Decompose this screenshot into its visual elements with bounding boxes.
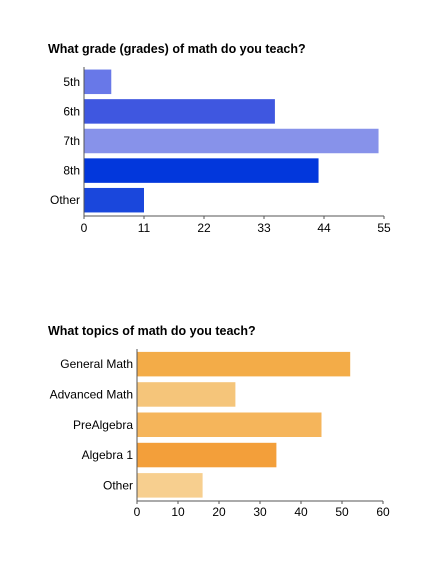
bar (137, 351, 351, 377)
category-label: Other (103, 478, 133, 492)
x-tick-label: 55 (377, 221, 391, 235)
category-label: Advanced Math (50, 387, 133, 401)
bar (84, 187, 144, 213)
bar (137, 473, 203, 498)
bar (137, 442, 277, 468)
bar (84, 158, 319, 183)
category-label: PreAlgebra (73, 418, 133, 432)
x-tick-label: 33 (257, 221, 271, 235)
x-tick-label: 50 (335, 505, 349, 519)
bar (137, 382, 236, 407)
x-tick-label: 40 (294, 505, 308, 519)
bar (84, 128, 379, 154)
chart-title: What topics of math do you teach? (48, 324, 256, 338)
bar (84, 69, 112, 95)
x-tick-label: 11 (138, 221, 151, 235)
x-tick-label: 0 (81, 221, 88, 235)
x-tick-label: 0 (134, 505, 141, 519)
category-label: Algebra 1 (82, 448, 134, 462)
x-tick-label: 22 (197, 221, 211, 235)
chart-grades: What grade (grades) of math do you teach… (0, 0, 426, 260)
x-tick-label: 60 (376, 505, 390, 519)
category-label: 6th (63, 104, 80, 118)
category-label: 8th (63, 164, 80, 178)
category-label: General Math (60, 357, 133, 371)
x-tick-label: 20 (212, 505, 226, 519)
bar (84, 99, 275, 124)
x-tick-label: 10 (171, 505, 185, 519)
bar (137, 412, 322, 437)
chart-title: What grade (grades) of math do you teach… (48, 42, 306, 56)
x-tick-label: 44 (317, 221, 331, 235)
category-label: Other (50, 193, 80, 207)
category-label: 5th (63, 75, 80, 89)
category-label: 7th (63, 134, 80, 148)
x-tick-label: 30 (253, 505, 267, 519)
